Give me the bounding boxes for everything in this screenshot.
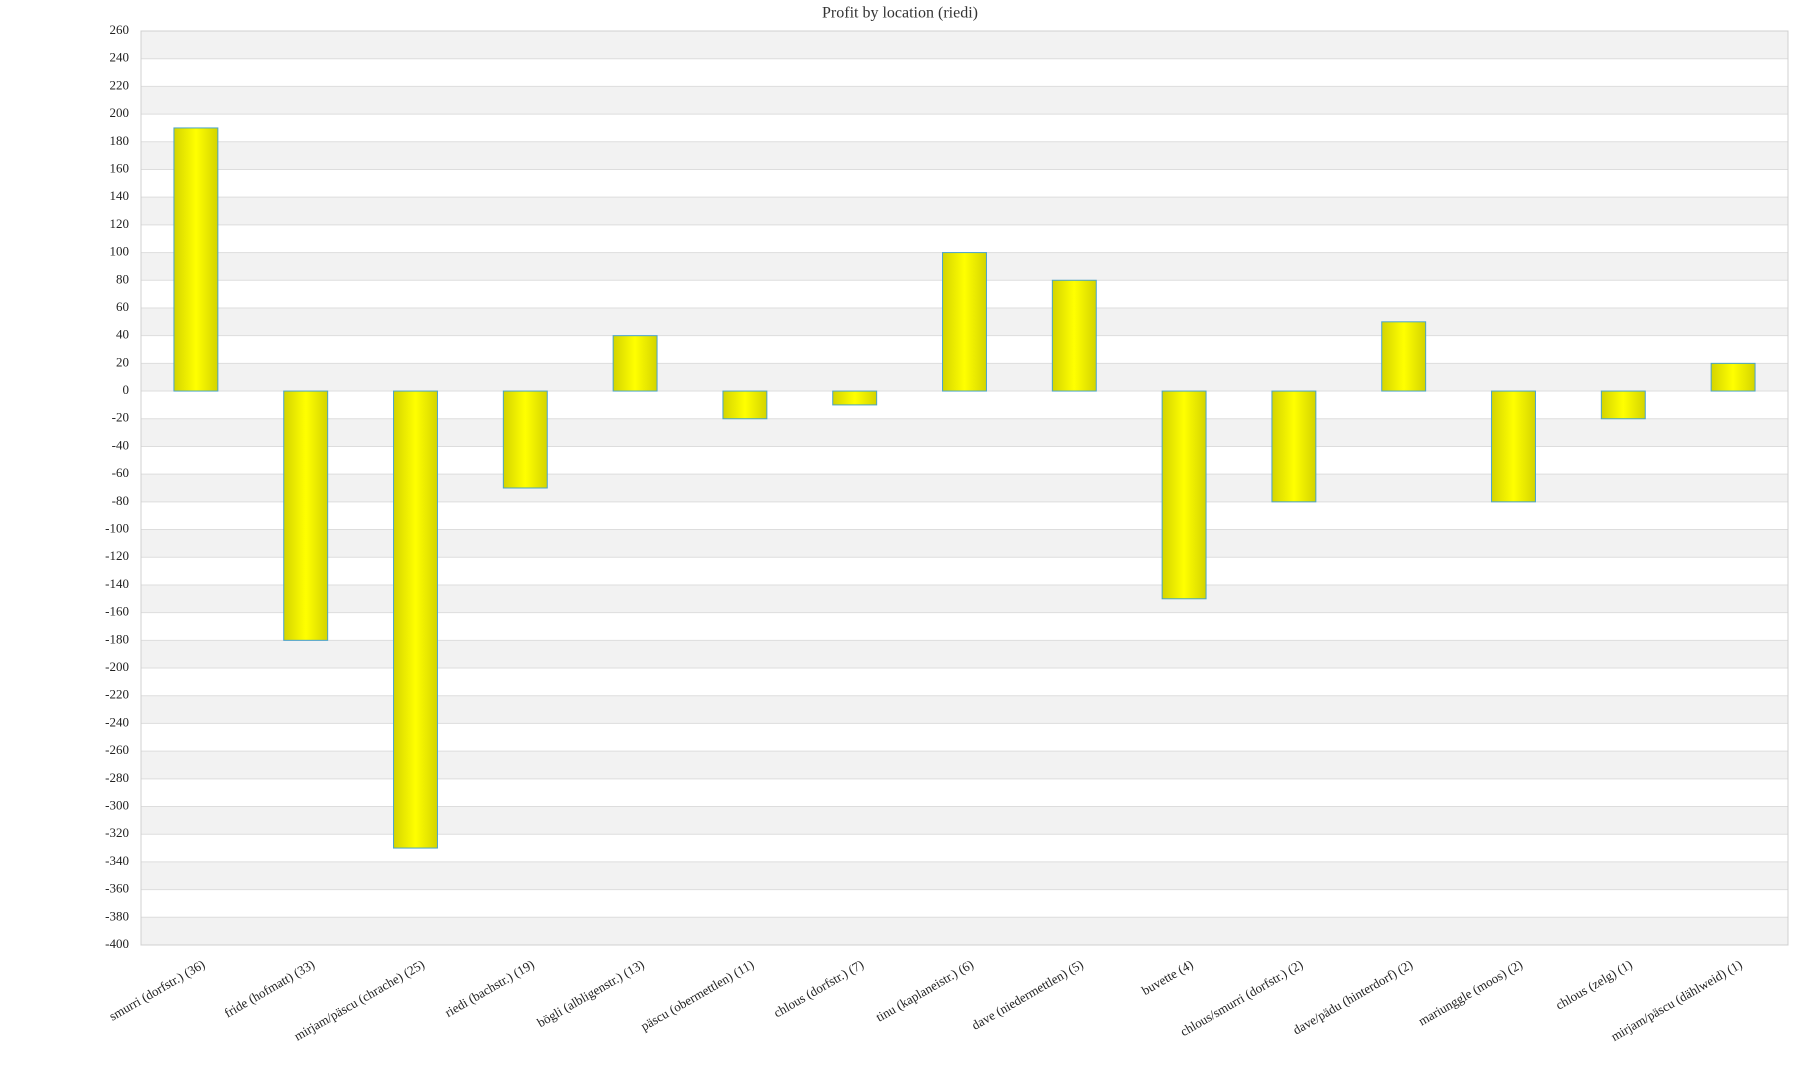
grid-band xyxy=(141,86,1788,115)
y-tick-label: -160 xyxy=(105,604,129,619)
grid-band xyxy=(141,695,1788,724)
grid-band xyxy=(141,751,1788,779)
y-tick-label: 60 xyxy=(116,299,129,314)
y-tick-label: 160 xyxy=(110,160,130,175)
x-tick-label: fride (hofmatt) (33) xyxy=(222,957,318,1021)
x-tick-label: dave (niedermettlen) (5) xyxy=(969,957,1086,1033)
y-tick-label: 0 xyxy=(123,382,130,397)
y-tick-label: 260 xyxy=(110,22,130,37)
chart-title: Profit by location (riedi) xyxy=(822,5,978,22)
bar xyxy=(942,252,987,392)
grid-band xyxy=(141,418,1788,447)
x-tick-label: bögli (albligenstr.) (13) xyxy=(534,957,646,1030)
bar xyxy=(283,390,329,641)
bar xyxy=(832,390,878,406)
grid-band xyxy=(141,584,1788,613)
y-tick-label: -40 xyxy=(112,437,129,452)
y-tick-label: -60 xyxy=(112,465,129,480)
plot-frame xyxy=(140,30,1789,946)
y-tick-label: 200 xyxy=(110,105,130,120)
bar xyxy=(1161,390,1207,600)
x-tick-label: tinu (kaplaneistr.) (6) xyxy=(873,957,976,1025)
bar xyxy=(502,390,548,489)
y-tick-label: -380 xyxy=(105,908,129,923)
grid-band xyxy=(141,31,1788,59)
y-tick-label: -100 xyxy=(105,521,129,536)
y-tick-label: -360 xyxy=(105,881,129,896)
y-tick-label: 220 xyxy=(110,77,130,92)
x-tick-label: buvette (4) xyxy=(1139,957,1196,998)
x-tick-label: mariunggle (moos) (2) xyxy=(1416,957,1525,1029)
y-tick-label: -120 xyxy=(105,548,129,563)
bar xyxy=(393,390,438,849)
y-tick-label: 240 xyxy=(110,50,130,65)
grid-band xyxy=(141,197,1788,225)
grid-band xyxy=(141,474,1788,502)
y-tick-label: 100 xyxy=(110,244,130,259)
bar xyxy=(1600,390,1646,420)
y-tick-label: 40 xyxy=(116,327,129,342)
grid-band xyxy=(141,141,1788,170)
y-tick-label: 120 xyxy=(110,216,130,231)
y-tick-label: -340 xyxy=(105,853,129,868)
x-tick-label: dave/pädu (hinterdorf) (2) xyxy=(1290,957,1415,1038)
y-tick-label: 80 xyxy=(116,271,129,286)
bar xyxy=(1271,390,1317,503)
y-tick-label: -180 xyxy=(105,631,129,646)
y-tick-label: -400 xyxy=(105,936,129,951)
x-tick-label: chlous/smurri (dorfstr.) (2) xyxy=(1178,957,1306,1039)
y-tick-label: 140 xyxy=(110,188,130,203)
x-tick-label: riedi (bachstr.) (19) xyxy=(442,957,537,1020)
grid-band xyxy=(141,640,1788,669)
y-tick-label: -320 xyxy=(105,825,129,840)
y-tick-label: 20 xyxy=(116,354,129,369)
bar xyxy=(173,127,219,392)
y-tick-label: -240 xyxy=(105,714,129,729)
grid-band xyxy=(141,806,1788,835)
y-tick-label: -280 xyxy=(105,770,129,785)
bar xyxy=(1381,321,1427,392)
y-tick-label: -300 xyxy=(105,797,129,812)
x-tick-label: päscu (obermettlen) (11) xyxy=(638,957,756,1034)
y-tick-label: -220 xyxy=(105,687,129,702)
bar xyxy=(1710,362,1756,392)
x-tick-label: chlous (dorfstr.) (7) xyxy=(771,957,866,1021)
bar xyxy=(1491,390,1536,503)
grid-band xyxy=(141,917,1788,945)
x-tick-label: smurri (dorfstr.) (36) xyxy=(106,957,207,1024)
bar xyxy=(1051,279,1097,392)
grid-band xyxy=(141,861,1788,890)
y-tick-label: -140 xyxy=(105,576,129,591)
x-tick-label: chlous (zelg) (1) xyxy=(1553,957,1635,1013)
y-tick-label: -20 xyxy=(112,410,129,425)
y-tick-label: 180 xyxy=(110,133,130,148)
bar xyxy=(722,390,768,420)
bar xyxy=(612,335,658,392)
grid-band xyxy=(141,529,1788,558)
y-tick-label: -260 xyxy=(105,742,129,757)
y-tick-label: -200 xyxy=(105,659,129,674)
y-tick-label: -80 xyxy=(112,493,129,508)
